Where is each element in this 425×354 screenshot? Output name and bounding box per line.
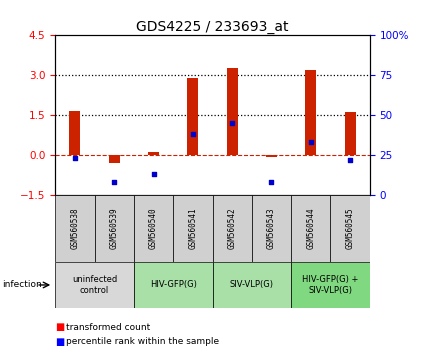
Text: GSM560545: GSM560545 bbox=[346, 207, 354, 249]
Point bbox=[71, 155, 78, 161]
Bar bbox=[252, 195, 291, 262]
Text: infection: infection bbox=[2, 280, 42, 290]
Bar bbox=[173, 195, 212, 262]
Bar bbox=[212, 262, 291, 308]
Text: uninfected
control: uninfected control bbox=[72, 275, 117, 295]
Text: GSM560541: GSM560541 bbox=[188, 207, 197, 249]
Text: ■: ■ bbox=[55, 337, 65, 347]
Point bbox=[268, 179, 275, 185]
Point bbox=[111, 179, 118, 185]
Text: HIV-GFP(G) +
SIV-VLP(G): HIV-GFP(G) + SIV-VLP(G) bbox=[302, 275, 359, 295]
Bar bbox=[291, 262, 370, 308]
Point bbox=[150, 171, 157, 177]
Bar bbox=[266, 155, 277, 157]
Bar bbox=[305, 70, 316, 155]
Text: GSM560539: GSM560539 bbox=[110, 207, 119, 249]
Text: GSM560538: GSM560538 bbox=[71, 207, 79, 249]
Text: HIV-GFP(G): HIV-GFP(G) bbox=[150, 280, 197, 290]
Text: transformed count: transformed count bbox=[66, 323, 150, 332]
Text: GSM560544: GSM560544 bbox=[306, 207, 315, 249]
Bar bbox=[55, 195, 94, 262]
Bar bbox=[187, 79, 198, 155]
Bar bbox=[109, 155, 120, 163]
Text: GSM560543: GSM560543 bbox=[267, 207, 276, 249]
Point bbox=[229, 120, 235, 126]
Bar bbox=[94, 195, 134, 262]
Bar bbox=[212, 195, 252, 262]
Bar bbox=[134, 262, 212, 308]
Title: GDS4225 / 233693_at: GDS4225 / 233693_at bbox=[136, 21, 289, 34]
Bar bbox=[134, 195, 173, 262]
Text: percentile rank within the sample: percentile rank within the sample bbox=[66, 337, 219, 346]
Bar bbox=[148, 152, 159, 155]
Text: SIV-VLP(G): SIV-VLP(G) bbox=[230, 280, 274, 290]
Text: GSM560540: GSM560540 bbox=[149, 207, 158, 249]
Point bbox=[347, 157, 354, 162]
Point bbox=[307, 139, 314, 145]
Bar bbox=[55, 262, 134, 308]
Bar bbox=[291, 195, 331, 262]
Point bbox=[190, 131, 196, 137]
Bar bbox=[69, 111, 80, 155]
Bar bbox=[227, 68, 238, 155]
Bar bbox=[345, 112, 356, 155]
Text: GSM560542: GSM560542 bbox=[228, 207, 237, 249]
Bar bbox=[331, 195, 370, 262]
Text: ■: ■ bbox=[55, 322, 65, 332]
